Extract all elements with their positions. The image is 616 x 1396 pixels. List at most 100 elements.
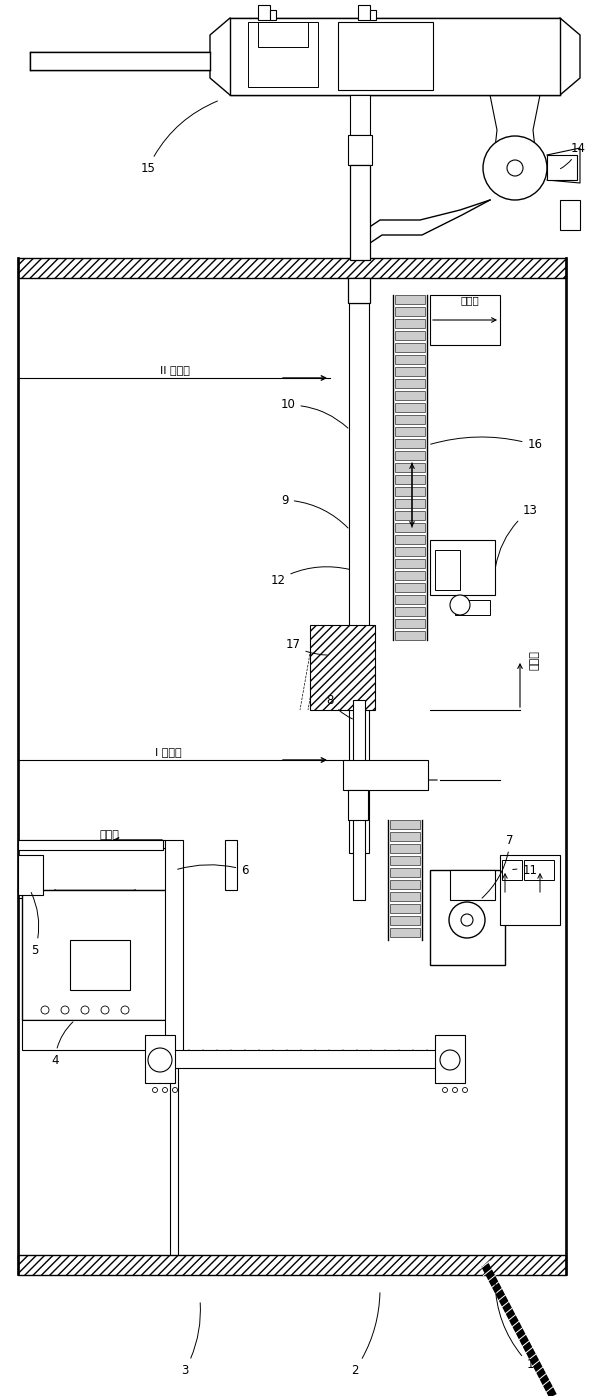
Bar — [18, 854, 43, 895]
Bar — [524, 860, 554, 879]
Text: 13: 13 — [495, 504, 537, 567]
Bar — [547, 155, 577, 180]
Bar — [395, 295, 425, 304]
Circle shape — [453, 1087, 458, 1093]
Bar — [390, 905, 420, 913]
Bar — [435, 550, 460, 591]
Bar — [390, 845, 420, 853]
Bar — [395, 607, 425, 616]
Text: 1: 1 — [495, 1283, 533, 1371]
Circle shape — [463, 1087, 468, 1093]
Bar — [230, 18, 560, 95]
Bar — [390, 892, 420, 900]
Bar — [395, 378, 425, 388]
Text: 5: 5 — [31, 892, 39, 956]
Bar — [395, 475, 425, 484]
Bar — [502, 860, 522, 879]
Bar — [258, 22, 308, 47]
Bar — [348, 278, 370, 303]
Bar — [18, 1255, 566, 1275]
Bar — [395, 487, 425, 496]
Text: 11: 11 — [513, 864, 538, 877]
Bar — [455, 600, 490, 616]
Circle shape — [41, 1007, 49, 1013]
Bar — [395, 558, 425, 568]
Bar — [370, 10, 376, 20]
Bar — [358, 6, 370, 20]
Text: I 炭渣区: I 炭渣区 — [155, 747, 182, 757]
Bar — [395, 463, 425, 472]
Bar — [390, 928, 420, 937]
Bar — [395, 511, 425, 519]
Bar — [390, 832, 420, 840]
Bar — [258, 6, 270, 20]
Bar — [500, 854, 560, 926]
Bar — [395, 595, 425, 604]
Bar — [430, 295, 500, 345]
Bar — [390, 916, 420, 926]
Bar — [22, 1020, 170, 1050]
Text: 17: 17 — [285, 638, 327, 655]
Bar — [395, 571, 425, 579]
Bar — [70, 940, 130, 990]
Circle shape — [507, 161, 523, 176]
Bar — [145, 1034, 175, 1083]
Bar — [343, 759, 428, 790]
Bar — [395, 427, 425, 436]
Bar — [395, 584, 425, 592]
Text: 出料区: 出料区 — [100, 831, 120, 840]
Circle shape — [101, 1007, 109, 1013]
Bar — [350, 95, 370, 135]
Bar — [395, 535, 425, 544]
Bar — [395, 320, 425, 328]
Circle shape — [440, 1050, 460, 1069]
Bar — [22, 891, 170, 1020]
Circle shape — [163, 1087, 168, 1093]
Text: 4: 4 — [51, 1022, 73, 1067]
Text: 2: 2 — [351, 1293, 380, 1376]
Bar — [395, 618, 425, 628]
Circle shape — [172, 1087, 177, 1093]
Text: 出料区: 出料区 — [461, 295, 479, 304]
Bar — [270, 10, 276, 20]
Bar — [430, 540, 495, 595]
Bar — [30, 52, 210, 70]
Bar — [18, 840, 163, 850]
Text: 3: 3 — [181, 1302, 200, 1376]
Bar — [353, 303, 365, 853]
Bar — [165, 840, 183, 1055]
Bar — [560, 200, 580, 230]
Bar — [395, 415, 425, 424]
Text: 14: 14 — [561, 141, 585, 169]
Bar — [390, 868, 420, 877]
Bar — [348, 790, 368, 819]
Text: 10: 10 — [280, 398, 348, 429]
Bar — [395, 403, 425, 412]
Text: 6: 6 — [177, 864, 249, 877]
Bar — [353, 699, 365, 900]
Circle shape — [461, 914, 473, 926]
Text: 7: 7 — [482, 833, 514, 898]
Circle shape — [449, 902, 485, 938]
Bar — [349, 303, 369, 853]
Bar — [395, 498, 425, 508]
Bar — [395, 524, 425, 532]
Text: 12: 12 — [270, 567, 349, 586]
Bar — [395, 307, 425, 315]
Bar — [248, 22, 318, 87]
Bar — [170, 1050, 440, 1068]
Circle shape — [442, 1087, 447, 1093]
Bar — [225, 840, 237, 891]
Bar — [450, 870, 495, 900]
Text: II 炭渣区: II 炭渣区 — [160, 364, 190, 376]
Bar — [395, 391, 425, 401]
Bar — [395, 367, 425, 376]
Bar — [338, 22, 433, 89]
Text: 8: 8 — [326, 694, 352, 719]
Text: 15: 15 — [140, 101, 217, 174]
Bar — [435, 1034, 465, 1083]
Bar — [430, 870, 505, 965]
Circle shape — [61, 1007, 69, 1013]
Bar — [395, 355, 425, 364]
Bar — [395, 331, 425, 341]
